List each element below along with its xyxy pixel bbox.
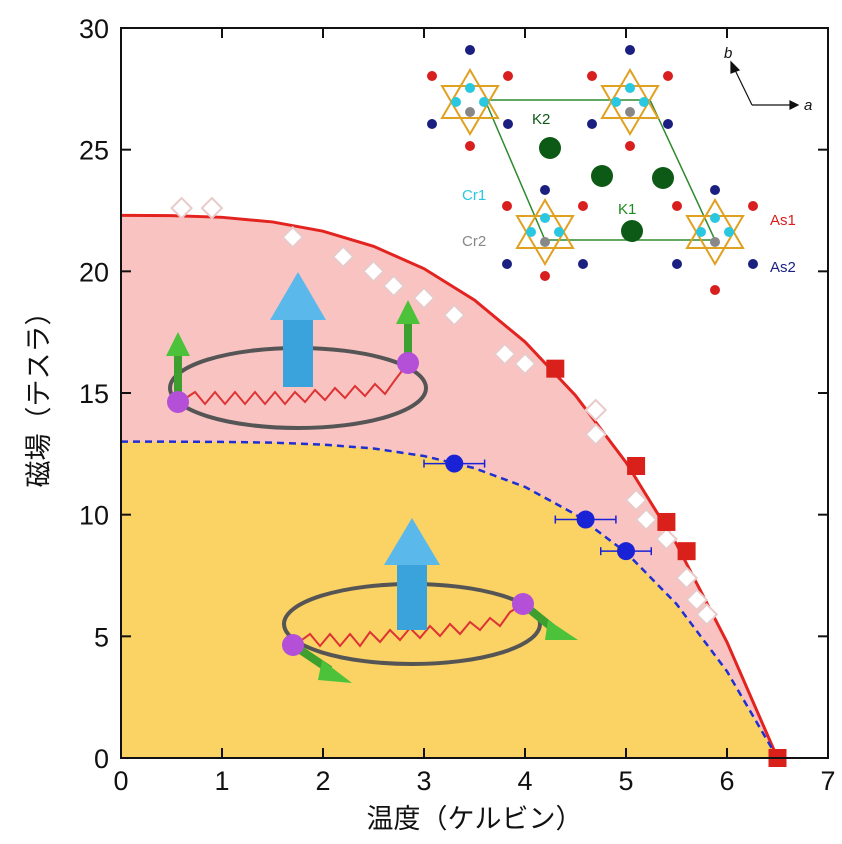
plot-area: 0 1 2 3 4 5 6 7 0 5 10 15 20 25 30 [79, 14, 836, 796]
inset-label: K2 [532, 111, 550, 128]
x-tick-label: 2 [315, 766, 330, 796]
circle-marker [617, 542, 635, 560]
y-tick-label: 5 [94, 622, 109, 652]
x-tick-label: 5 [618, 766, 633, 796]
y-axis-label: 磁場（テスラ） [24, 299, 55, 488]
inset-label: Cr2 [462, 233, 486, 250]
inset-label: K1 [618, 201, 636, 218]
square-marker [627, 457, 645, 475]
inset-label: b [724, 45, 732, 62]
page: {"chart_data": { "type": "scatter", "xla… [0, 0, 842, 844]
y-tick-label: 15 [79, 379, 109, 409]
crystal-inset [427, 45, 798, 295]
x-axis-label: 温度（ケルビン） [367, 804, 583, 835]
square-marker [657, 513, 675, 531]
y-tick-label: 25 [79, 136, 109, 166]
y-tick-label: 10 [79, 501, 109, 531]
square-marker [546, 360, 564, 378]
inset-label: As1 [770, 212, 796, 229]
square-marker [678, 542, 696, 560]
x-tick-label: 4 [517, 766, 532, 796]
inset-label: Cr1 [462, 187, 486, 204]
x-tick-label: 3 [416, 766, 431, 796]
x-tick-label: 1 [214, 766, 229, 796]
circle-marker [577, 511, 595, 529]
inset-label: As2 [770, 259, 796, 276]
chart: 0 1 2 3 4 5 6 7 0 5 10 15 20 25 30 [0, 0, 842, 844]
y-tick-label: 30 [79, 14, 109, 44]
inset-label: a [804, 97, 812, 114]
diamond-marker [202, 198, 222, 218]
x-tick-label: 6 [719, 766, 734, 796]
y-tick-label: 20 [79, 257, 109, 287]
x-tick-label: 7 [820, 766, 835, 796]
y-tick-label: 0 [94, 744, 109, 774]
circle-marker [445, 455, 463, 473]
x-tick-label: 0 [113, 766, 128, 796]
